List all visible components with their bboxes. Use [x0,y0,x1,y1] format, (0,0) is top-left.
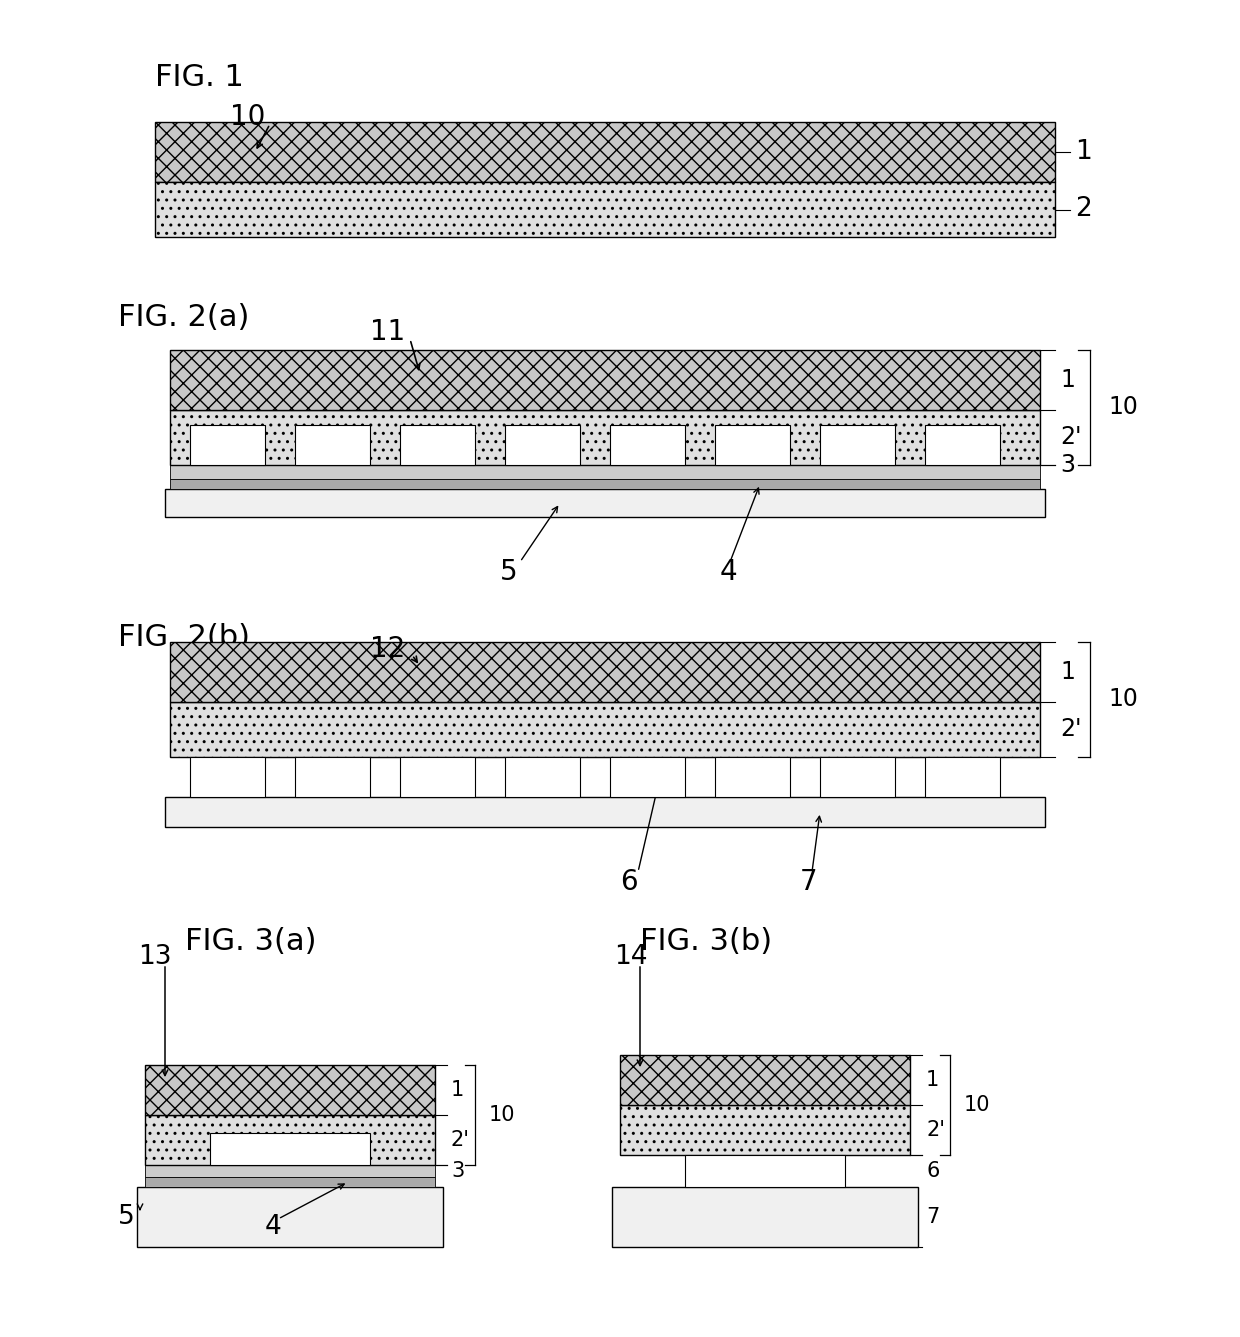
Bar [145,1165,435,1177]
Text: 3: 3 [451,1161,464,1181]
Bar [610,757,684,797]
Text: 2': 2' [926,1120,945,1140]
Text: 10: 10 [963,1095,991,1115]
Text: 1: 1 [451,1080,464,1100]
Text: 10: 10 [489,1104,516,1124]
Bar [715,757,790,797]
Text: 4: 4 [265,1214,281,1239]
Text: 10: 10 [1109,396,1138,420]
Bar [190,425,265,465]
Bar [145,1177,435,1187]
Bar [715,425,790,465]
Bar [170,465,1040,479]
Bar [401,425,475,465]
Bar [170,642,1040,702]
Bar [170,702,1040,757]
Text: 6: 6 [620,868,637,896]
Text: 5: 5 [500,558,517,586]
Bar [820,425,895,465]
Bar [170,479,1040,489]
Text: 12: 12 [370,635,405,663]
Text: 2: 2 [1075,197,1091,222]
Bar [155,122,1055,182]
Text: 2': 2' [1060,718,1081,742]
Text: 1: 1 [1060,660,1075,685]
Text: 2': 2' [1060,425,1081,449]
Text: 3: 3 [1060,453,1075,477]
Text: 1: 1 [1060,368,1075,392]
Bar [170,410,1040,465]
Text: 11: 11 [370,318,405,346]
Bar [505,757,580,797]
Bar [170,350,1040,410]
Bar [613,1187,918,1247]
Text: FIG. 2(a): FIG. 2(a) [118,302,249,332]
Bar [295,425,370,465]
Text: 2': 2' [451,1130,470,1150]
Bar [820,757,895,797]
Bar [925,757,999,797]
Bar [505,425,580,465]
Bar [145,1115,435,1165]
Bar [401,757,475,797]
Bar [210,1132,370,1165]
Bar [155,182,1055,237]
Text: 6: 6 [926,1161,940,1181]
Text: 1: 1 [926,1070,939,1090]
Bar [610,425,684,465]
Text: 7: 7 [926,1207,939,1227]
Text: 4: 4 [720,558,738,586]
Bar [136,1187,443,1247]
Bar [295,757,370,797]
Bar [165,489,1045,517]
Text: 7: 7 [800,868,817,896]
Text: 1: 1 [1075,139,1091,164]
Bar [145,1066,435,1115]
Text: FIG. 2(b): FIG. 2(b) [118,623,250,651]
Text: 10: 10 [1109,687,1138,711]
Text: FIG. 3(a): FIG. 3(a) [185,928,316,956]
Text: 14: 14 [614,944,647,971]
Text: FIG. 1: FIG. 1 [155,63,244,91]
Bar [684,1155,844,1187]
Text: 5: 5 [118,1205,135,1230]
Bar [620,1055,910,1104]
Bar [620,1104,910,1155]
Bar [165,797,1045,828]
Bar [925,425,999,465]
Text: FIG. 3(b): FIG. 3(b) [640,928,773,956]
Text: 10: 10 [229,103,265,131]
Text: 13: 13 [138,944,171,971]
Bar [190,757,265,797]
